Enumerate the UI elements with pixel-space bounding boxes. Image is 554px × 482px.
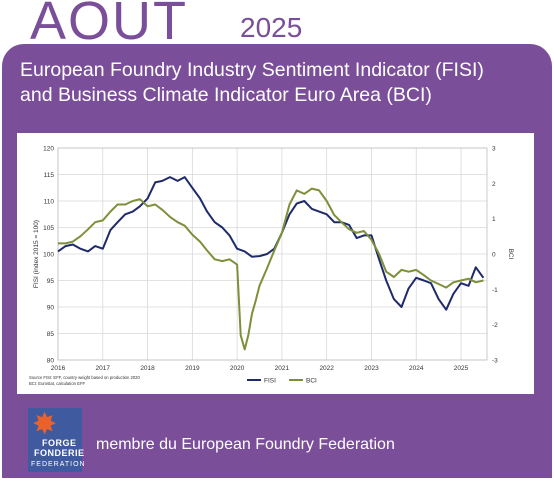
- y-tick-label: 120: [43, 146, 54, 153]
- logo-text-forge: FORGE: [42, 438, 77, 448]
- x-tick-label: 2017: [96, 365, 111, 372]
- series-line-bci: [58, 187, 484, 351]
- y2-tick-label: 2: [492, 181, 496, 188]
- y-tick-label: 115: [44, 172, 55, 179]
- source-note-2: BCI: Eurostat, calculation EFF: [29, 381, 86, 386]
- y-tick-label: 80: [47, 358, 55, 365]
- series-line-fisi: [57, 176, 485, 311]
- federation-logo: ✸ FORGE FONDERIE FEDERATION: [28, 408, 85, 472]
- legend-label-fisi: FISI: [264, 378, 276, 385]
- y-tick-label: 110: [44, 199, 55, 206]
- y2-tick-label: 0: [492, 252, 496, 259]
- title-line-2: and Business Climate Indicator Euro Area…: [20, 84, 432, 106]
- y-tick-label: 100: [43, 252, 54, 259]
- source-note-1: Source FISI: EFF, country weight based o…: [29, 375, 140, 380]
- y-tick-label: 95: [47, 278, 55, 285]
- x-tick-label: 2016: [51, 365, 66, 372]
- x-tick-label: 2025: [454, 365, 469, 372]
- y-tick-label: 90: [47, 305, 55, 312]
- y2-tick-label: 3: [492, 146, 496, 153]
- y-tick-label: 85: [47, 331, 55, 338]
- member-text: membre du European Foundry Federation: [96, 436, 395, 453]
- x-tick-label: 2023: [364, 365, 379, 372]
- logo-text-federation: FEDERATION: [31, 461, 86, 468]
- logo-text-fonderie: FONDERIE: [34, 448, 85, 458]
- chart-title: European Foundry Industry Sentiment Indi…: [20, 58, 540, 108]
- y2-tick-label: -1: [492, 287, 498, 294]
- x-tick-label: 2020: [230, 365, 245, 372]
- plot-frame: [57, 147, 488, 361]
- y2-tick-label: -2: [492, 322, 498, 329]
- y-tick-label: 105: [43, 225, 54, 232]
- y-axis-label: FISI (index 2015 = 100): [33, 220, 40, 288]
- title-line-1: European Foundry Industry Sentiment Indi…: [20, 59, 484, 81]
- x-tick-label: 2022: [319, 365, 334, 372]
- x-tick-label: 2019: [185, 365, 200, 372]
- x-tick-label: 2021: [275, 365, 290, 372]
- y2-tick-label: 1: [492, 216, 496, 223]
- header-band: AOUT 2025: [0, 0, 554, 48]
- year-label: 2025: [240, 12, 303, 43]
- legend-label-bci: BCI: [306, 378, 317, 385]
- x-tick-label: 2024: [409, 365, 424, 372]
- month-label: AOUT: [30, 0, 189, 51]
- star-icon: ✸: [32, 408, 58, 441]
- y2-tick-label: -3: [492, 358, 498, 365]
- chart-container: 80 85 90 95 100 105 110 115 120 2016 2017 2018 2019 2…: [17, 133, 534, 394]
- x-tick-label: 2018: [140, 365, 155, 372]
- y2-axis-label: BCI: [507, 249, 514, 260]
